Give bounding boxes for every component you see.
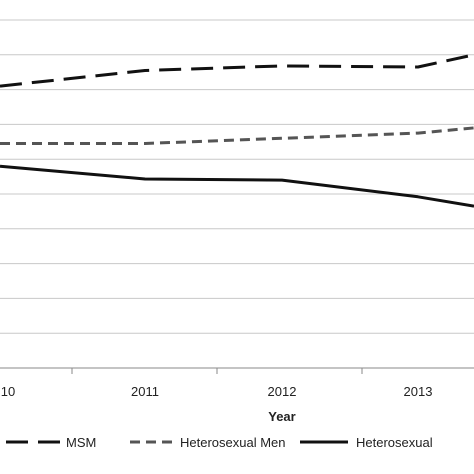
x-tick-label: 2011 bbox=[131, 384, 159, 399]
series-line-2 bbox=[0, 126, 474, 145]
legend-label: Heterosexual bbox=[356, 435, 433, 450]
series-line-3 bbox=[0, 164, 474, 208]
x-axis-title: Year bbox=[268, 409, 295, 424]
x-tick-label: 10 bbox=[1, 384, 15, 399]
x-axis bbox=[0, 367, 474, 374]
gridlines bbox=[0, 19, 474, 334]
legend-label: Heterosexual Men bbox=[180, 435, 286, 450]
legend: MSM Heterosexual Men Heterosexual bbox=[6, 435, 433, 450]
legend-label: MSM bbox=[66, 435, 96, 450]
x-tick-labels: 10 2011 2012 2013 bbox=[1, 384, 433, 399]
series-lines bbox=[0, 53, 474, 208]
x-tick-label: 2013 bbox=[404, 384, 433, 399]
series-line-1 bbox=[0, 53, 474, 88]
x-tick-label: 2012 bbox=[268, 384, 297, 399]
